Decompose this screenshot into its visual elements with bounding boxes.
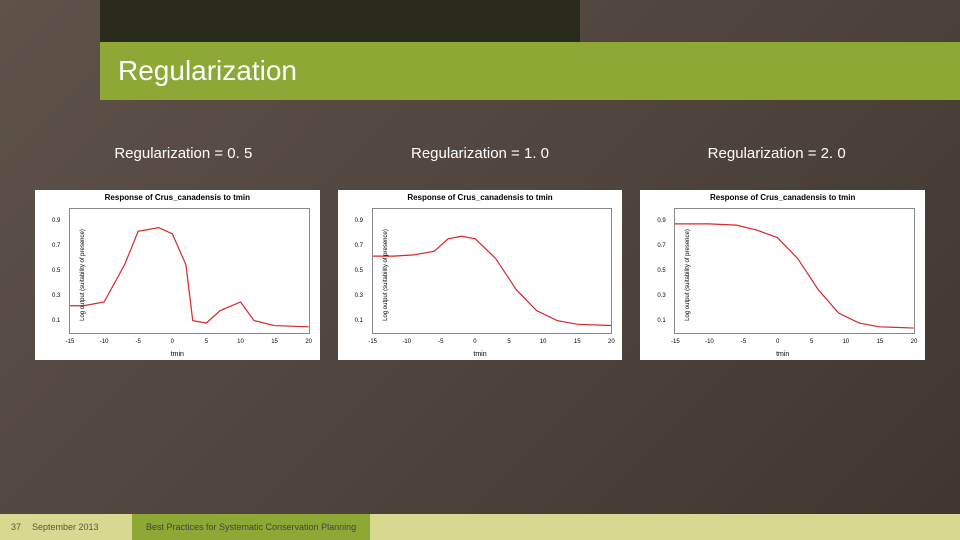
xtick: 20: [608, 339, 615, 345]
xtick: 5: [507, 339, 510, 345]
plot-area: 0.10.30.50.70.9-15-10-505101520: [372, 208, 613, 334]
plot-area: 0.10.30.50.70.9-15-10-505101520: [69, 208, 310, 334]
chart-xlabel: tmin: [35, 351, 320, 358]
chart-label-2: Regularization = 2. 0: [628, 145, 925, 162]
chart-labels-row: Regularization = 0. 5 Regularization = 1…: [0, 145, 960, 162]
chart-xlabel: tmin: [640, 351, 925, 358]
footer-date: September 2013: [32, 522, 132, 532]
ytick: 0.1: [355, 318, 363, 324]
charts-row: Response of Crus_canadensis to tmin Log …: [35, 190, 925, 360]
xtick: -10: [705, 339, 714, 345]
ytick: 0.1: [657, 318, 665, 324]
xtick: -10: [100, 339, 109, 345]
footer-title: Best Practices for Systematic Conservati…: [146, 522, 356, 532]
ytick: 0.7: [52, 243, 60, 249]
xtick: -5: [741, 339, 746, 345]
xtick: -5: [136, 339, 141, 345]
xtick: 15: [574, 339, 581, 345]
xtick: 5: [205, 339, 208, 345]
xtick: 0: [776, 339, 779, 345]
ytick: 0.3: [355, 293, 363, 299]
chart-inner-title: Response of Crus_canadensis to tmin: [35, 193, 320, 202]
ytick: 0.9: [657, 218, 665, 224]
xtick: 20: [911, 339, 918, 345]
ytick: 0.7: [355, 243, 363, 249]
xtick: 15: [271, 339, 278, 345]
xtick: -5: [438, 339, 443, 345]
chart-1: Response of Crus_canadensis to tmin Log …: [338, 190, 623, 360]
ytick: 0.5: [52, 268, 60, 274]
chart-label-1: Regularization = 1. 0: [332, 145, 629, 162]
page-number: 37: [0, 522, 32, 532]
chart-xlabel: tmin: [338, 351, 623, 358]
chart-2: Response of Crus_canadensis to tmin Log …: [640, 190, 925, 360]
xtick: 0: [171, 339, 174, 345]
xtick: -10: [402, 339, 411, 345]
ytick: 0.5: [355, 268, 363, 274]
ytick: 0.9: [355, 218, 363, 224]
slide-title: Regularization: [118, 55, 297, 87]
xtick: 15: [877, 339, 884, 345]
xtick: 10: [540, 339, 547, 345]
title-bar: Regularization: [100, 42, 960, 100]
xtick: 20: [305, 339, 312, 345]
accent-block: [100, 0, 580, 42]
ytick: 0.3: [52, 293, 60, 299]
footer-bar: 37 September 2013 Best Practices for Sys…: [0, 514, 960, 540]
plot-area: 0.10.30.50.70.9-15-10-505101520: [674, 208, 915, 334]
chart-inner-title: Response of Crus_canadensis to tmin: [640, 193, 925, 202]
chart-inner-title: Response of Crus_canadensis to tmin: [338, 193, 623, 202]
footer-title-block: Best Practices for Systematic Conservati…: [132, 514, 370, 540]
chart-label-0: Regularization = 0. 5: [35, 145, 332, 162]
chart-0: Response of Crus_canadensis to tmin Log …: [35, 190, 320, 360]
ytick: 0.9: [52, 218, 60, 224]
ytick: 0.7: [657, 243, 665, 249]
xtick: -15: [66, 339, 75, 345]
xtick: 5: [810, 339, 813, 345]
xtick: 10: [842, 339, 849, 345]
ytick: 0.1: [52, 318, 60, 324]
xtick: -15: [368, 339, 377, 345]
ytick: 0.5: [657, 268, 665, 274]
xtick: 0: [473, 339, 476, 345]
ytick: 0.3: [657, 293, 665, 299]
xtick: -15: [671, 339, 680, 345]
xtick: 10: [237, 339, 244, 345]
